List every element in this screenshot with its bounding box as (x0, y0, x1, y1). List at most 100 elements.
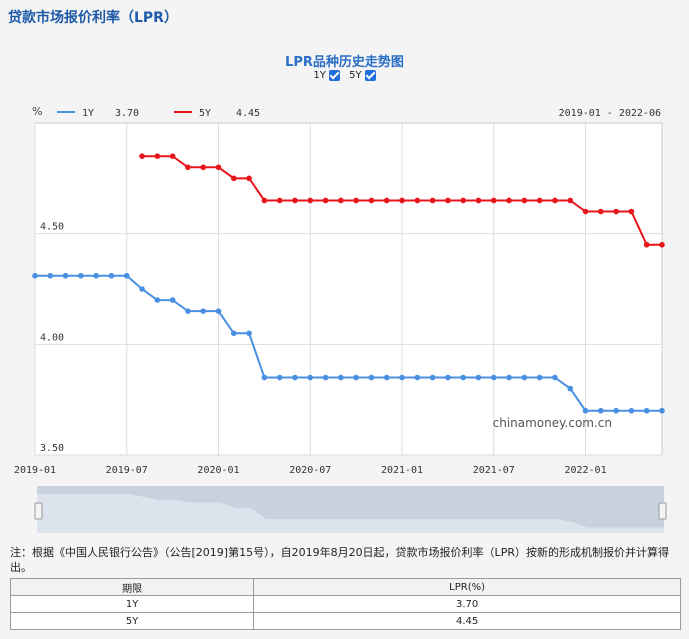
data-point-5y (200, 164, 207, 171)
data-point-1y (276, 374, 283, 381)
y-tick-label: 4.00 (40, 332, 64, 343)
data-point-5y (399, 197, 405, 204)
x-tick-label: 2022-01 (564, 465, 606, 476)
data-point-1y (490, 374, 497, 381)
data-point-5y (322, 197, 329, 204)
toggle-1y-checkbox[interactable] (328, 70, 340, 81)
data-point-5y (598, 208, 604, 215)
data-point-5y (490, 197, 497, 204)
data-point-1y (231, 330, 237, 337)
y-axis-unit: % (32, 105, 42, 118)
data-point-1y (154, 297, 161, 303)
toggle-5y[interactable]: 5Y (349, 70, 376, 81)
data-point-1y (552, 374, 558, 381)
x-tick-label: 2019-01 (14, 465, 56, 476)
cell-rate: 3.70 (253, 595, 681, 613)
data-point-1y (93, 272, 99, 279)
data-point-1y (123, 272, 130, 279)
x-tick-label: 2019-07 (106, 465, 148, 476)
series-toggles: 1Y 5Y (0, 70, 689, 81)
table-header-row: 期限 LPR(%) (9, 578, 681, 596)
legend: 1Y 3.70 5Y 4.45 (57, 108, 260, 119)
data-point-1y (139, 286, 145, 292)
data-point-1y (322, 374, 329, 381)
data-point-5y (261, 197, 268, 204)
data-point-1y (78, 272, 84, 279)
data-point-5y (429, 197, 436, 204)
data-point-5y (552, 197, 558, 204)
x-tick-label: 2021-07 (473, 465, 515, 476)
data-point-1y (353, 374, 359, 381)
data-point-5y (353, 197, 359, 204)
data-point-5y (582, 208, 589, 215)
header-lpr: LPR(%) (253, 578, 681, 596)
date-range-label: 2019-01 - 2022-06 (559, 108, 661, 119)
data-point-5y (246, 175, 252, 182)
data-point-1y (445, 374, 451, 381)
range-slider[interactable] (34, 486, 667, 533)
lpr-line-chart: % 1Y 3.70 5Y 4.45 2019-01 - 2022-06 3.50… (14, 105, 667, 533)
slider-handle-right[interactable] (658, 502, 667, 520)
x-tick-label: 2020-07 (289, 465, 331, 476)
data-point-5y (276, 197, 283, 204)
data-point-1y (32, 272, 38, 279)
x-tick-labels: 2019-01 2019-07 2020-01 2020-07 2021-01 2021-… (14, 465, 607, 476)
data-point-5y (292, 197, 298, 204)
data-point-5y (139, 153, 145, 159)
data-point-5y (307, 197, 314, 204)
data-point-5y (659, 241, 665, 248)
slider-mini-area (37, 493, 664, 533)
data-point-1y (506, 374, 512, 381)
data-point-5y (368, 197, 375, 204)
plot-background (34, 122, 663, 456)
data-point-1y (292, 374, 298, 381)
data-point-5y (567, 197, 574, 204)
cell-term: 5Y (9, 612, 255, 630)
legend-1y-name: 1Y (82, 108, 94, 119)
data-point-1y (536, 374, 543, 381)
chart-title: LPR品种历史走势图 (285, 55, 404, 70)
data-point-5y (521, 197, 528, 204)
data-point-1y (169, 297, 176, 303)
data-point-1y (613, 407, 619, 414)
data-point-1y (659, 407, 665, 414)
data-point-1y (62, 272, 69, 279)
slider-handle-left[interactable] (34, 502, 43, 520)
data-point-1y (108, 272, 115, 279)
data-point-5y (414, 197, 421, 204)
data-point-5y (154, 153, 161, 159)
toggle-5y-checkbox[interactable] (364, 70, 376, 81)
data-point-5y (460, 197, 466, 204)
legend-1y-value: 3.70 (115, 108, 139, 119)
data-point-1y (200, 308, 207, 314)
data-point-5y (338, 197, 344, 204)
toggle-1y-label: 1Y (313, 70, 326, 81)
data-point-5y (643, 241, 650, 248)
toggle-5y-label: 5Y (349, 70, 362, 81)
data-point-1y (368, 374, 375, 381)
data-point-5y (613, 208, 619, 215)
data-point-5y (383, 197, 390, 204)
table-row: 5Y 4.45 (9, 612, 681, 630)
data-point-1y (307, 374, 314, 381)
grid-lines (34, 123, 662, 456)
y-tick-label: 3.50 (40, 443, 64, 454)
data-point-1y (414, 374, 421, 381)
data-point-1y (628, 407, 635, 414)
page-title: 贷款市场报价利率（LPR） (8, 10, 178, 26)
lpr-table: 期限 LPR(%) 1Y 3.70 5Y 4.45 (9, 578, 681, 630)
toggle-1y[interactable]: 1Y (313, 70, 340, 81)
data-point-1y (521, 374, 528, 381)
data-point-1y (338, 374, 344, 381)
data-point-1y (567, 385, 574, 392)
data-point-5y (475, 197, 482, 204)
x-tick-label: 2020-01 (197, 465, 239, 476)
data-point-1y (582, 407, 589, 414)
data-point-5y (231, 175, 237, 182)
data-point-1y (215, 308, 222, 314)
data-point-1y (47, 272, 54, 279)
data-point-1y (383, 374, 390, 381)
data-point-1y (185, 308, 191, 314)
legend-5y-value: 4.45 (236, 108, 260, 119)
footnote: 注：根据《中国人民银行公告》（公告[2019]第15号），自2019年8月20日… (10, 546, 669, 574)
